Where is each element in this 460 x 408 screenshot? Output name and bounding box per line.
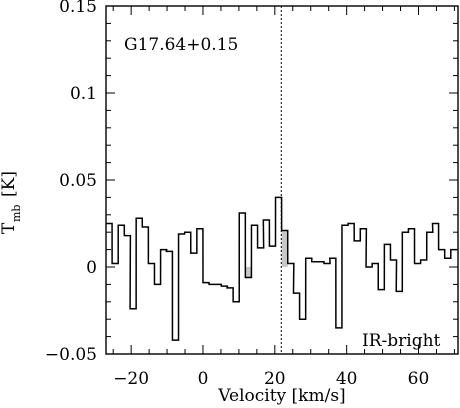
axis-tick-labels: −20 0 20 40 60 −0.05 0 0.05 0.1 0.15 [45,0,429,389]
plot-frame [105,5,459,355]
detection-annotation: IR-bright [362,331,441,351]
spectrum-series [106,196,457,341]
y-tick-label: 0.05 [59,171,97,191]
y-axis-title-main: T [0,222,19,234]
shaded-bin-0 [245,267,252,278]
axis-ticks [106,5,458,355]
x-tick-label: 60 [408,369,430,389]
shaded-bin-1 [281,230,288,267]
source-label: G17.64+0.15 [124,35,238,55]
y-axis-title: T mb [K] [0,171,23,234]
x-tick-label: 20 [264,369,286,389]
y-tick-label: 0.1 [70,84,97,104]
y-axis-title-unit: [K] [0,171,19,197]
x-tick-label: −20 [113,369,149,389]
spectrum-line [106,196,457,341]
x-axis-title: Velocity [km/s] [217,386,345,406]
x-tick-label: 40 [336,369,358,389]
y-tick-label: −0.05 [45,345,97,365]
y-tick-label: 0 [86,258,97,278]
y-axis-title-sub: mb [10,205,23,222]
y-tick-label: 0.15 [59,0,97,17]
x-tick-label: 0 [198,369,209,389]
shaded-bins [245,230,288,278]
